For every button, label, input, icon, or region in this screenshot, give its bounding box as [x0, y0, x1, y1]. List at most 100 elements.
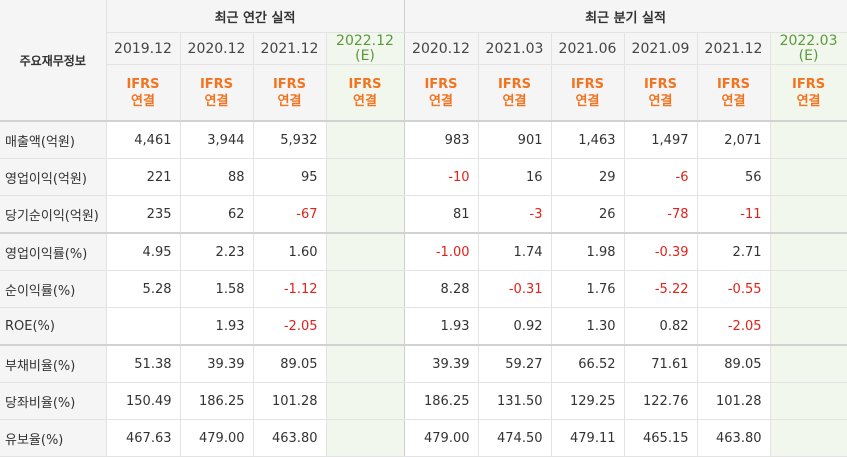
value-cell [326, 270, 405, 308]
ifrs-badge: IFRS 연결 [253, 64, 327, 122]
table-row: 당기순이익(억원) 235 62 -67 81 -3 26 -78 -11 [0, 195, 847, 234]
value-cell: 1.74 [478, 233, 552, 271]
ifrs-badge: IFRS 연결 [404, 64, 479, 122]
table-row: 영업이익(억원) 221 88 95 -10 16 29 -6 56 [0, 158, 847, 196]
value-cell [326, 419, 405, 457]
ifrs-badge: IFRS 연결 [478, 64, 552, 122]
value-cell: -6 [624, 158, 698, 196]
row-label: 당좌비율(%) [0, 382, 107, 420]
value-cell: 4.95 [106, 233, 181, 271]
value-cell: 89.05 [697, 345, 771, 383]
value-cell: 5,932 [253, 121, 327, 159]
value-cell: 81 [404, 195, 479, 234]
value-cell: 467.63 [106, 419, 181, 457]
value-cell: -5.22 [624, 270, 698, 308]
value-cell [770, 307, 847, 346]
period-header: 2021.09 [624, 32, 698, 65]
value-cell: 89.05 [253, 345, 327, 383]
period-header: 2022.03 (E) [770, 32, 847, 65]
row-label: 부채비율(%) [0, 345, 107, 383]
row-label: ROE(%) [0, 307, 107, 346]
value-cell: 88 [180, 158, 254, 196]
period-header: 2021.12 [697, 32, 771, 65]
value-cell: 186.25 [404, 382, 479, 420]
value-cell: -0.39 [624, 233, 698, 271]
value-cell: 3,944 [180, 121, 254, 159]
value-cell [770, 233, 847, 271]
value-cell [770, 345, 847, 383]
value-cell: 1,497 [624, 121, 698, 159]
value-cell: 0.82 [624, 307, 698, 346]
table-row: 영업이익률(%) 4.95 2.23 1.60 -1.00 1.74 1.98 -0.39 2.… [0, 233, 847, 271]
value-cell: 16 [478, 158, 552, 196]
value-cell: -10 [404, 158, 479, 196]
annual-group-header: 최근 연간 실적 [106, 0, 405, 33]
value-cell: -2.05 [253, 307, 327, 346]
period-header: 2022.12 (E) [326, 32, 405, 65]
value-cell [326, 158, 405, 196]
value-cell: -11 [697, 195, 771, 234]
value-cell: 39.39 [180, 345, 254, 383]
value-cell [770, 270, 847, 308]
value-cell: 983 [404, 121, 479, 159]
estimate-mark: (E) [798, 47, 819, 64]
value-cell: 1.30 [551, 307, 625, 346]
period-label: 2022.12 [336, 32, 394, 49]
row-label: 순이익률(%) [0, 270, 107, 308]
value-cell: 62 [180, 195, 254, 234]
value-cell: 463.80 [253, 419, 327, 457]
table-row: 부채비율(%) 51.38 39.39 89.05 39.39 59.27 66.52 71.… [0, 345, 847, 383]
period-header: 2021.12 [253, 32, 327, 65]
value-cell: 122.76 [624, 382, 698, 420]
value-cell: 474.50 [478, 419, 552, 457]
value-cell: 95 [253, 158, 327, 196]
value-cell: 1.93 [180, 307, 254, 346]
value-cell: 1.76 [551, 270, 625, 308]
value-cell: 51.38 [106, 345, 181, 383]
period-label: 2022.03 [779, 32, 838, 49]
value-cell: -67 [253, 195, 327, 234]
value-cell: 479.00 [180, 419, 254, 457]
ifrs-badge: IFRS 연결 [697, 64, 771, 122]
value-cell: -2.05 [697, 307, 771, 346]
ifrs-badge: IFRS 연결 [551, 64, 625, 122]
value-cell: 26 [551, 195, 625, 234]
value-cell: 2.23 [180, 233, 254, 271]
value-cell: 8.28 [404, 270, 479, 308]
value-cell: 4,461 [106, 121, 181, 159]
value-cell [106, 307, 181, 346]
value-cell [326, 382, 405, 420]
row-label: 영업이익률(%) [0, 233, 107, 271]
value-cell: 1.58 [180, 270, 254, 308]
table-row: 당좌비율(%) 150.49 186.25 101.28 186.25 131.50 129… [0, 382, 847, 420]
period-header: 2021.03 [478, 32, 552, 65]
value-cell: 221 [106, 158, 181, 196]
row-label: 유보율(%) [0, 419, 107, 457]
value-cell: 465.15 [624, 419, 698, 457]
value-cell [770, 419, 847, 457]
estimate-mark: (E) [355, 47, 375, 64]
value-cell: 129.25 [551, 382, 625, 420]
row-label: 영업이익(억원) [0, 158, 107, 196]
value-cell: 463.80 [697, 419, 771, 457]
table-row: 순이익률(%) 5.28 1.58 -1.12 8.28 -0.31 1.76 -5.22 -0… [0, 270, 847, 308]
value-cell: 2.71 [697, 233, 771, 271]
table-row: 매출액(억원) 4,461 3,944 5,932 983 901 1,463 1,497 2,… [0, 121, 847, 159]
value-cell: -78 [624, 195, 698, 234]
value-cell: 235 [106, 195, 181, 234]
value-cell [326, 121, 405, 159]
value-cell [770, 121, 847, 159]
value-cell: 1.60 [253, 233, 327, 271]
value-cell: -1.00 [404, 233, 479, 271]
value-cell: -3 [478, 195, 552, 234]
value-cell: 39.39 [404, 345, 479, 383]
value-cell: 29 [551, 158, 625, 196]
value-cell [326, 345, 405, 383]
value-cell: 1.98 [551, 233, 625, 271]
value-cell: 101.28 [253, 382, 327, 420]
value-cell [770, 195, 847, 234]
value-cell: 0.92 [478, 307, 552, 346]
value-cell: -1.12 [253, 270, 327, 308]
corner-label: 주요재무정보 [0, 0, 107, 122]
